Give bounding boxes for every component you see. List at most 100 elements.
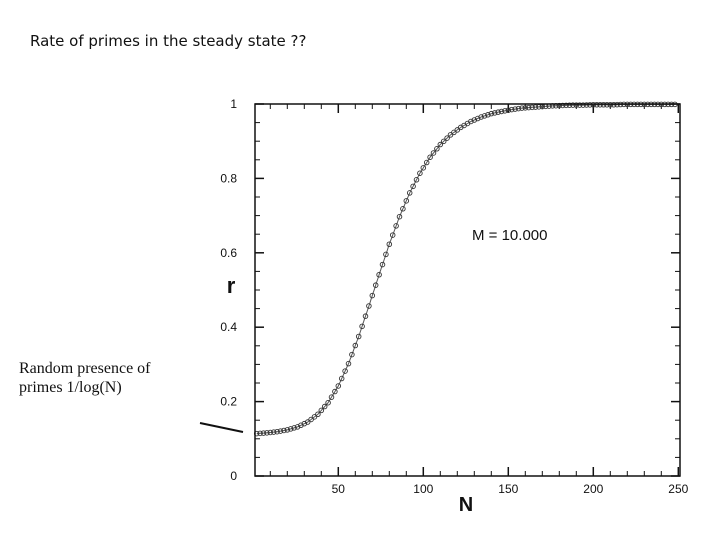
data-point: [389, 232, 396, 238]
data-point: [349, 351, 355, 358]
data-point: [583, 102, 590, 108]
x-tick-label: 100: [413, 482, 433, 496]
data-point: [423, 159, 430, 166]
data-point: [284, 427, 291, 433]
annotation-arrow: [199, 422, 244, 433]
data-point: [270, 429, 277, 435]
data-point: [383, 251, 389, 258]
data-point: [576, 102, 583, 108]
series-line: [256, 103, 675, 435]
data-point: [267, 429, 274, 436]
data-point: [529, 104, 535, 111]
data-point: [532, 104, 539, 110]
data-point: [440, 138, 447, 145]
data-point: [417, 170, 423, 176]
data-point: [488, 110, 495, 117]
data-point: [342, 368, 348, 374]
data-point: [325, 399, 331, 406]
data-point: [338, 375, 345, 382]
data-point: [257, 430, 263, 437]
x-axis-label: N: [459, 494, 473, 516]
y-tick-label: 0.8: [220, 171, 237, 185]
data-point: [427, 154, 433, 160]
data-point: [335, 383, 342, 389]
data-point: [372, 282, 379, 288]
data-point: [406, 190, 413, 196]
data-point: [291, 425, 297, 431]
data-point: [287, 426, 294, 432]
data-point: [478, 114, 484, 120]
data-point: [274, 428, 280, 435]
annotation-line-1: Random presence of: [19, 360, 151, 377]
annotation-line-2: primes 1/log(N): [19, 379, 122, 396]
data-point: [311, 414, 318, 420]
data-point: [281, 427, 287, 434]
data-point: [369, 292, 376, 299]
data-point: [403, 198, 410, 204]
data-point: [352, 342, 359, 349]
data-point: [376, 271, 382, 278]
x-tick-label: 200: [583, 482, 603, 496]
data-point: [434, 146, 440, 152]
data-point: [430, 150, 437, 156]
y-tick-label: 0.6: [220, 246, 237, 260]
data-point: [355, 333, 362, 340]
data-point: [573, 102, 580, 108]
x-tick-label: 50: [332, 482, 346, 496]
data-point: [508, 106, 515, 113]
points-layer: [253, 101, 678, 437]
data-point: [566, 102, 573, 108]
data-point: [468, 118, 474, 125]
data-point: [359, 323, 365, 330]
x-tick-label: 250: [668, 482, 688, 496]
data-point: [379, 261, 386, 268]
data-point: [563, 102, 569, 109]
data-point: [491, 110, 498, 116]
data-point: [413, 177, 420, 183]
data-point: [481, 113, 488, 119]
data-point: [328, 394, 335, 400]
data-point: [345, 360, 352, 367]
data-point: [559, 102, 566, 109]
data-point: [570, 102, 576, 108]
data-point: [444, 135, 450, 141]
data-point: [264, 430, 270, 436]
data-point: [318, 407, 325, 414]
data-point: [315, 411, 321, 417]
data-point: [304, 419, 311, 425]
data-point: [410, 183, 416, 190]
data-point: [505, 107, 512, 113]
data-point: [485, 112, 491, 118]
data-point: [437, 141, 444, 148]
data-point: [260, 430, 267, 436]
data-point: [420, 165, 427, 171]
ticks-layer: 50 100 150 200 250 0 0.2 0.4 0.6 0.8 1: [220, 97, 688, 496]
data-point: [393, 223, 399, 229]
data-point: [321, 403, 328, 410]
data-point: [474, 115, 481, 122]
data-point: [512, 106, 518, 112]
y-tick-label: 0.2: [220, 395, 237, 409]
data-point: [580, 102, 586, 108]
data-point: [471, 117, 478, 123]
data-point: [400, 206, 406, 212]
y-tick-label: 0: [230, 469, 237, 483]
data-point: [519, 105, 525, 111]
data-point: [522, 105, 529, 111]
data-point: [277, 428, 284, 434]
data-point: [495, 109, 501, 115]
data-point: [515, 105, 522, 112]
data-point: [498, 108, 505, 115]
data-point: [366, 303, 372, 309]
data-point: [396, 213, 403, 220]
data-point: [386, 241, 393, 247]
data-point: [587, 102, 593, 108]
slide-title: Rate of primes in the steady state ??: [30, 32, 307, 50]
data-point: [525, 104, 532, 111]
data-point: [362, 313, 369, 319]
y-axis-label: r: [227, 273, 236, 298]
y-tick-label: 1: [230, 97, 237, 111]
y-tick-label: 0.4: [220, 320, 237, 334]
data-point: [502, 108, 508, 114]
